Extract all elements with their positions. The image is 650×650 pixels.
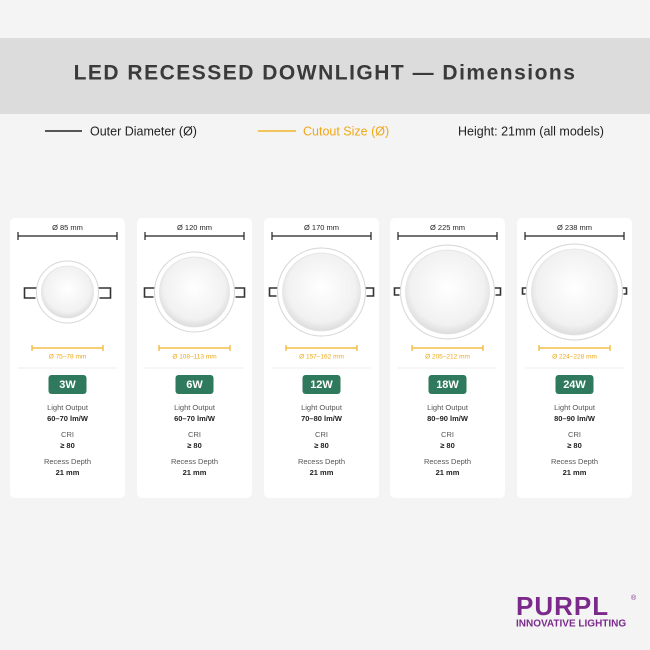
- spec-value: 21 mm: [563, 468, 587, 477]
- spec-value: ≥ 80: [60, 441, 75, 450]
- power: 6W: [186, 379, 203, 391]
- spec-value: 21 mm: [56, 468, 80, 477]
- power-badge: [555, 375, 594, 394]
- outer-diameter: Ø 170 mm: [304, 223, 339, 232]
- power-badge: [302, 375, 341, 394]
- spec-label: Recess Depth: [298, 457, 345, 466]
- spec-value: 60–70 lm/W: [174, 414, 216, 423]
- legend-cutout: Cutout Size (Ø): [303, 124, 389, 138]
- spec-value: 70–80 lm/W: [301, 414, 343, 423]
- cutout-size: Ø 157–162 mm: [299, 354, 344, 361]
- spring-clip: [143, 287, 157, 298]
- downlight-panel: [159, 256, 230, 328]
- power: 18W: [436, 379, 459, 391]
- spec-value: 60–70 lm/W: [47, 414, 89, 423]
- spec-label: CRI: [61, 430, 74, 439]
- spring-clip: [23, 287, 39, 299]
- outer-diameter: Ø 85 mm: [52, 223, 83, 232]
- outer-diameter: Ø 238 mm: [557, 223, 592, 232]
- downlight-panel: [531, 248, 618, 336]
- outer-diameter: Ø 225 mm: [430, 223, 465, 232]
- title: LED RECESSED DOWNLIGHT — Dimensions: [74, 62, 577, 85]
- spring-clip: [393, 287, 403, 296]
- spec-label: Light Output: [301, 403, 343, 412]
- legend-height: Height: 21mm (all models): [458, 124, 604, 138]
- spring-clip: [620, 287, 628, 295]
- spec-value: 21 mm: [183, 468, 207, 477]
- spec-label: CRI: [441, 430, 454, 439]
- downlight-panel: [41, 265, 94, 319]
- cutout-size: Ø 224–228 mm: [552, 354, 597, 361]
- spec-value: ≥ 80: [187, 441, 202, 450]
- power-badge: [48, 375, 87, 394]
- logo-brand: PURPL: [516, 591, 609, 621]
- spec-label: CRI: [568, 430, 581, 439]
- spec-label: Recess Depth: [424, 457, 471, 466]
- power: 12W: [310, 379, 333, 391]
- spring-clip: [268, 287, 280, 297]
- spec-label: Light Output: [554, 403, 596, 412]
- power: 3W: [59, 379, 76, 391]
- power: 24W: [563, 379, 586, 391]
- spec-value: 21 mm: [436, 468, 460, 477]
- logo-tagline: INNOVATIVE LIGHTING: [516, 619, 626, 630]
- cutout-size: Ø 75–78 mm: [49, 354, 87, 361]
- spec-label: CRI: [188, 430, 201, 439]
- spring-clip: [232, 287, 246, 298]
- spec-value: ≥ 80: [567, 441, 582, 450]
- title-banner: [0, 38, 650, 114]
- spring-clip: [96, 287, 112, 299]
- spec-label: Recess Depth: [44, 457, 91, 466]
- spec-value: 21 mm: [310, 468, 334, 477]
- cutout-size: Ø 108–113 mm: [172, 354, 216, 361]
- spring-clip: [492, 287, 502, 296]
- outer-diameter: Ø 120 mm: [177, 223, 212, 232]
- downlight-panel: [405, 249, 490, 335]
- spec-value: ≥ 80: [440, 441, 455, 450]
- spec-value: 80–90 lm/W: [427, 414, 469, 423]
- power-badge: [428, 375, 467, 394]
- cards: Ø 85 mm Ø 75–78 mm 3W Light Output 60–70 lm/…: [10, 218, 632, 498]
- power-badge: [175, 375, 214, 394]
- spring-clip: [363, 287, 375, 297]
- spec-value: 80–90 lm/W: [554, 414, 596, 423]
- spec-label: Recess Depth: [551, 457, 598, 466]
- spec-label: Light Output: [174, 403, 216, 412]
- downlight-panel: [282, 252, 361, 332]
- spec-label: CRI: [315, 430, 328, 439]
- cutout-size: Ø 205–212 mm: [425, 354, 470, 361]
- spec-label: Light Output: [427, 403, 469, 412]
- spec-value: ≥ 80: [314, 441, 329, 450]
- spec-label: Recess Depth: [171, 457, 218, 466]
- logo-mark: ®: [631, 594, 637, 602]
- legend-outer: Outer Diameter (Ø): [90, 124, 197, 138]
- spec-label: Light Output: [47, 403, 89, 412]
- spring-clip: [521, 287, 529, 295]
